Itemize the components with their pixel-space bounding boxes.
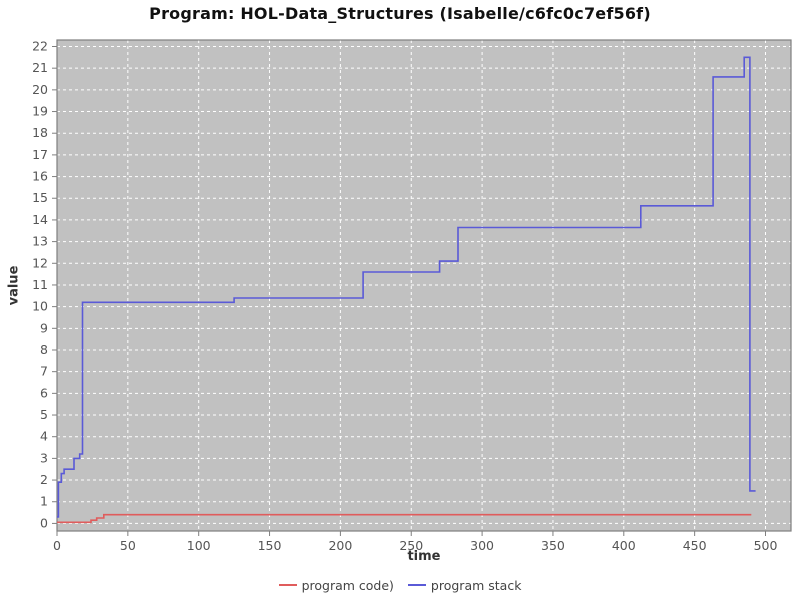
x-tick-label: 300 [470,538,494,553]
x-tick-label: 200 [328,538,352,553]
y-tick-label: 9 [40,320,48,335]
x-tick-label: 250 [399,538,423,553]
y-tick-label: 17 [32,147,48,162]
y-tick-label: 2 [40,472,48,487]
legend-label: program stack [430,577,522,593]
y-tick-label: 13 [32,234,48,249]
y-tick-label: 18 [32,125,48,140]
y-tick-label: 10 [32,299,48,314]
legend: program code) program stack [0,576,800,594]
y-tick-label: 7 [40,364,48,379]
legend-item-program-stack: program stack [407,577,522,593]
x-tick-label: 0 [53,538,61,553]
plot-background [57,40,791,531]
x-tick-label: 350 [541,538,565,553]
x-tick-label: 150 [258,538,282,553]
y-tick-label: 0 [40,515,48,530]
y-tick-label: 19 [32,104,48,119]
y-tick-label: 20 [32,82,48,97]
y-tick-label: 5 [40,407,48,422]
x-tick-label: 450 [683,538,707,553]
y-axis-label: value [6,265,22,306]
y-tick-label: 11 [32,277,48,292]
y-tick-label: 6 [40,385,48,400]
plot-border [56,39,792,532]
y-tick-label: 12 [32,255,48,270]
x-axis-label: time [407,549,441,564]
y-tick-label: 4 [40,429,48,444]
y-tick-label: 14 [32,212,48,227]
y-tick-label: 8 [40,342,48,357]
y-tick-label: 22 [32,39,48,54]
x-tick-label: 400 [612,538,636,553]
series-line-program-stack [57,56,756,518]
legend-swatch-red-line [278,584,297,586]
series-line-program-code [57,513,752,524]
x-tick-label: 50 [120,538,136,553]
legend-swatch-blue-line [407,584,426,586]
legend-item-program-code: program code) [278,577,394,593]
legend-label: program code) [301,577,394,593]
y-tick-label: 15 [32,190,48,205]
chart-title: Program: HOL-Data_Structures (Isabelle/c… [149,4,651,23]
x-tick-label: 500 [754,538,778,553]
y-tick-label: 1 [40,494,48,509]
y-tick-label: 3 [40,450,48,465]
x-tick-label: 100 [187,538,211,553]
y-tick-label: 21 [32,60,48,75]
y-tick-label: 16 [32,169,48,184]
